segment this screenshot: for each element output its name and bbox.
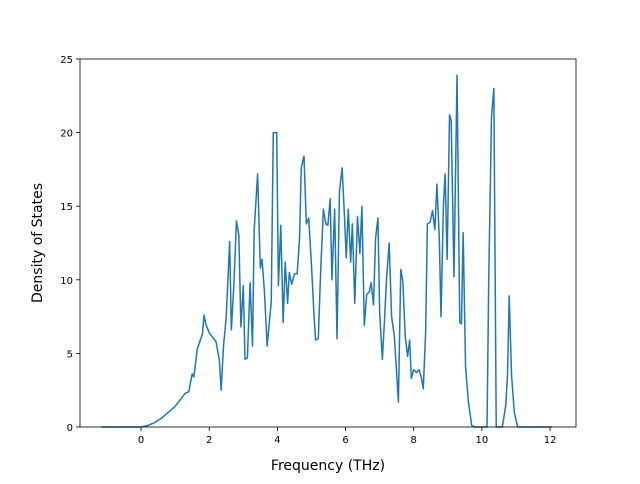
x-tick-label: 4 (274, 435, 280, 446)
density-line (101, 74, 552, 428)
y-tick-label: 5 (67, 349, 73, 360)
y-tick-label: 10 (60, 276, 73, 287)
y-tick-label: 20 (60, 129, 73, 140)
x-tick-label: 0 (138, 435, 144, 446)
x-tick-label: 12 (544, 435, 557, 446)
x-tick-label: 2 (206, 435, 212, 446)
plot-frame (79, 58, 577, 428)
y-axis-label: Density of States (30, 183, 46, 303)
x-tick-label: 6 (342, 435, 348, 446)
y-tick-label: 0 (67, 423, 73, 434)
x-tick-label: 8 (411, 435, 417, 446)
x-tick-label: 10 (476, 435, 489, 446)
x-axis-label: Frequency (THz) (271, 458, 385, 474)
y-tick-label: 25 (60, 55, 73, 66)
y-tick-label: 15 (60, 202, 73, 213)
